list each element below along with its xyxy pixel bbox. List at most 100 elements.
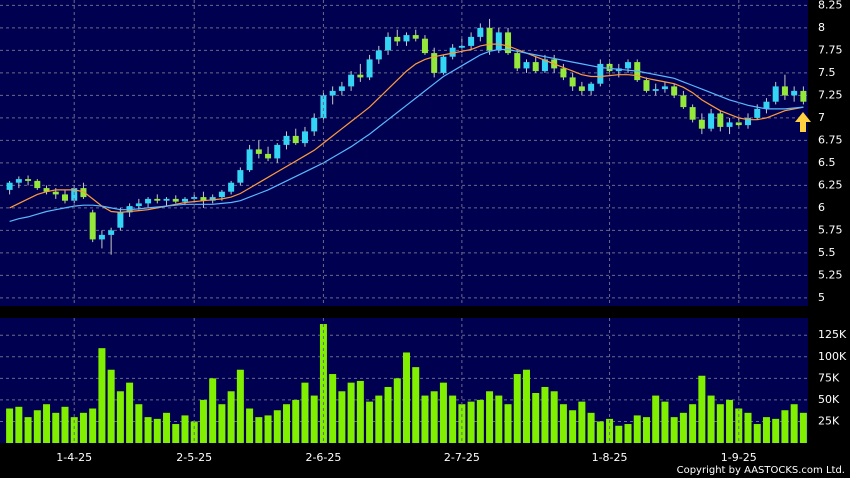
candle-body: [578, 86, 585, 91]
y-tick-label: 8.25: [818, 0, 843, 11]
volume-bar: [799, 412, 807, 443]
candle-body: [172, 198, 179, 202]
volume-bar: [393, 378, 401, 443]
x-tick-label: 1-4-25: [56, 451, 92, 464]
volume-bar: [624, 424, 632, 443]
volume-bar: [70, 417, 78, 443]
volume-bar: [513, 374, 521, 443]
volume-bar: [227, 391, 235, 443]
volume-bar: [578, 401, 586, 443]
candle-body: [209, 197, 216, 201]
volume-bar: [633, 415, 641, 443]
candle-body: [560, 68, 567, 78]
volume-bar: [467, 401, 475, 443]
volume-bar: [615, 425, 623, 443]
volume-bar: [135, 404, 143, 443]
volume-bar: [52, 412, 60, 443]
y-tick-label: 25K: [818, 414, 840, 427]
candle-body: [754, 108, 761, 118]
volume-bar: [199, 399, 207, 443]
candle-body: [781, 86, 788, 96]
volume-bar: [735, 408, 743, 443]
candle-body: [292, 135, 299, 144]
volume-bar: [98, 348, 106, 443]
candle-body: [680, 95, 687, 108]
volume-bar: [689, 404, 697, 443]
volume-bar: [292, 399, 300, 443]
candle-body: [468, 36, 475, 46]
volume-bar: [522, 369, 530, 443]
candle-body: [385, 36, 392, 51]
volume-bar: [6, 408, 14, 443]
y-tick-label: 5: [818, 291, 825, 304]
y-tick-label: 6.75: [818, 133, 843, 146]
candle-body: [265, 153, 272, 159]
candle-body: [671, 86, 678, 96]
candle-body: [301, 131, 308, 144]
volume-bar: [495, 395, 503, 443]
x-tick-label: 1-8-25: [592, 451, 628, 464]
y-tick-label: 7: [818, 111, 825, 124]
candle-body: [505, 32, 512, 54]
y-tick-label: 8: [818, 21, 825, 34]
y-tick-label: 50K: [818, 393, 840, 406]
candle-body: [311, 117, 318, 132]
volume-bar: [218, 404, 226, 443]
volume-bar: [439, 382, 447, 443]
volume-bar: [679, 412, 687, 443]
volume-bar: [144, 417, 152, 443]
x-tick-label: 2-7-25: [444, 451, 480, 464]
volume-bar: [772, 418, 780, 443]
volume-bar: [246, 408, 254, 443]
y-tick-label: 5.5: [818, 246, 836, 259]
volume-bar: [762, 417, 770, 443]
candle-body: [800, 90, 807, 102]
volume-bar: [642, 417, 650, 443]
volume-bar: [301, 382, 309, 443]
volume-bar: [356, 380, 364, 443]
price-pane: [0, 0, 808, 306]
y-tick-label: 7.75: [818, 43, 843, 56]
candle-body: [15, 179, 22, 183]
volume-bar: [319, 324, 327, 443]
y-tick-label: 6.25: [818, 178, 843, 191]
candle-body: [449, 47, 456, 57]
volume-bar: [541, 386, 549, 443]
volume-bar: [61, 406, 69, 443]
candle-body: [218, 191, 225, 198]
volume-bar: [126, 382, 134, 443]
moving-average: [9, 43, 804, 214]
volume-bar: [412, 367, 420, 443]
candle-body: [329, 90, 336, 96]
candle-body: [661, 86, 668, 90]
candle-body: [486, 27, 493, 51]
volume-bar: [476, 399, 484, 443]
y-tick-label: 5.25: [818, 268, 843, 281]
y-tick-label: 7.5: [818, 66, 836, 79]
candle-body: [61, 194, 68, 201]
volume-bar: [596, 421, 604, 443]
candle-body: [652, 89, 659, 91]
volume-bar: [384, 386, 392, 443]
candle-body: [763, 101, 770, 109]
volume-bar: [209, 378, 217, 443]
candle-body: [412, 35, 419, 39]
volume-bar: [707, 395, 715, 443]
volume-bar: [753, 424, 761, 443]
candle-body: [440, 56, 447, 73]
candle-body: [514, 53, 521, 69]
signal-arrow: [795, 112, 811, 132]
candle-body: [145, 198, 152, 204]
volume-bar: [375, 395, 383, 443]
y-tick-label: 6.5: [818, 156, 836, 169]
volume-bar: [744, 412, 752, 443]
candle-body: [431, 53, 438, 73]
volume-bar: [569, 410, 577, 443]
candle-body: [25, 179, 32, 181]
candle-body: [274, 144, 281, 159]
volume-bar: [366, 401, 374, 443]
volume-bar: [504, 404, 512, 443]
x-tick-label: 2-6-25: [305, 451, 341, 464]
y-tick-label: 125K: [818, 328, 847, 341]
